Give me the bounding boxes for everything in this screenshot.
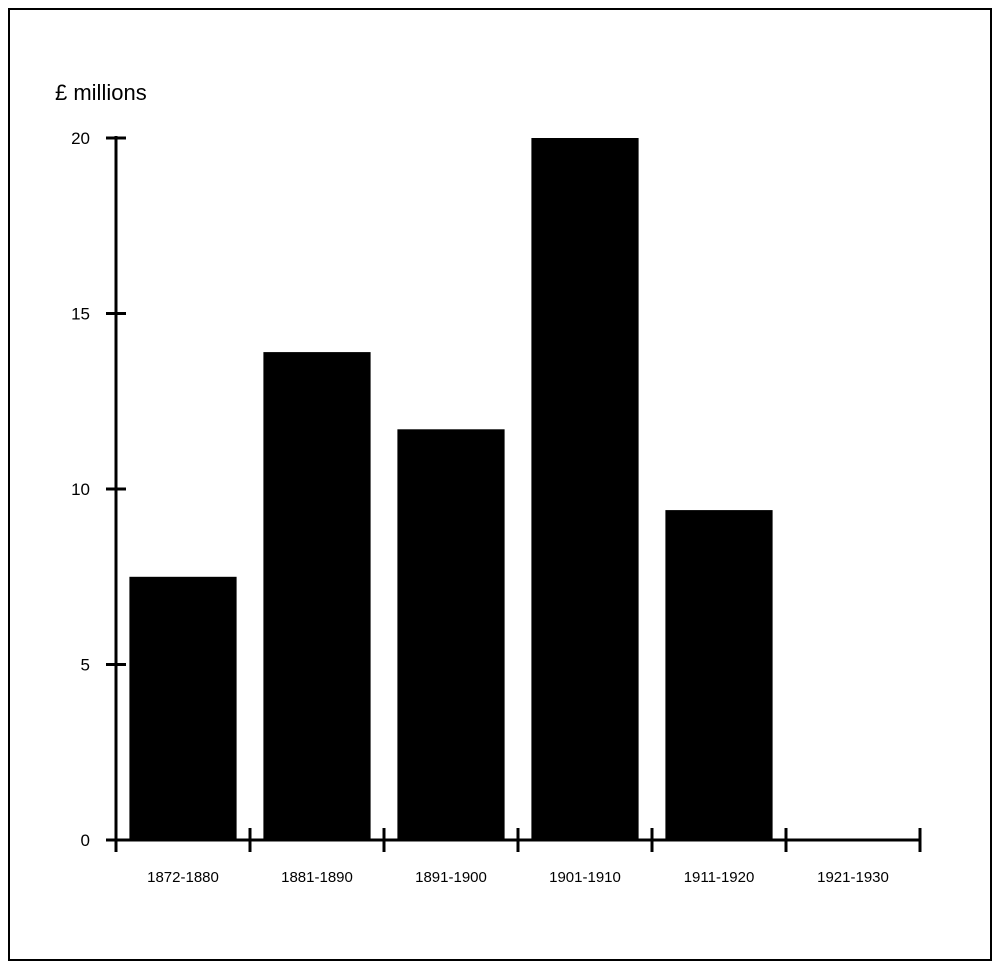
bar-1901-1910 — [531, 138, 639, 840]
bar-1891-1900 — [397, 429, 505, 840]
y-tick-label: 10 — [71, 480, 90, 499]
x-category-label: 1881-1890 — [281, 869, 353, 886]
bar-1911-1920 — [665, 510, 773, 840]
x-category-label: 1872-1880 — [147, 869, 219, 886]
bar-1872-1880 — [129, 576, 237, 841]
x-category-label: 1891-1900 — [415, 869, 487, 886]
x-category-label: 1921-1930 — [817, 869, 889, 886]
y-tick-label: 15 — [71, 305, 90, 324]
y-tick-label: 5 — [81, 656, 90, 675]
y-axis-unit-label: £ millions — [55, 80, 147, 105]
y-tick-label: 0 — [81, 831, 90, 850]
y-tick-label: 20 — [71, 129, 90, 148]
bar-1881-1890 — [263, 352, 371, 840]
y-axis-ticks: 0 5 10 15 20 — [71, 129, 126, 850]
chart-border — [8, 8, 992, 961]
x-category-label: 1901-1910 — [549, 869, 621, 886]
bars — [129, 138, 773, 841]
x-axis-ticks: 1872-1880 1881-1890 1891-1900 1901-1910 1911… — [114, 828, 922, 886]
x-category-label: 1911-1920 — [684, 869, 755, 886]
